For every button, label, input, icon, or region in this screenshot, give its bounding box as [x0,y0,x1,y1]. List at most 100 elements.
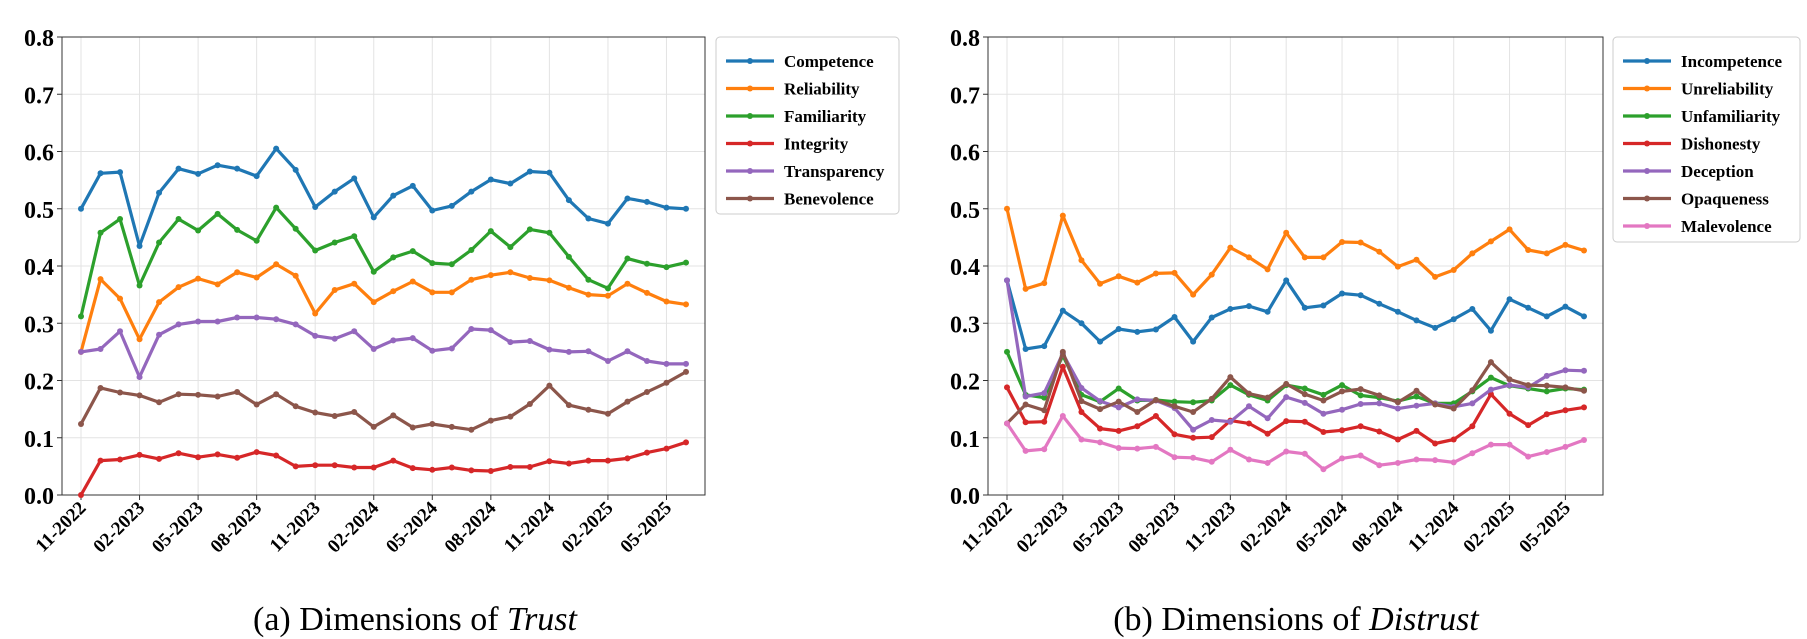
trust-point [117,456,124,463]
distrust-point [1339,388,1346,395]
distrust-point [1283,418,1290,425]
trust-point [546,229,553,236]
distrust-point [1506,382,1513,389]
trust-point [604,292,611,299]
distrust-point [1394,405,1401,412]
distrust-point [1320,397,1327,404]
distrust-point [1004,420,1010,427]
trust-point [312,247,319,254]
distrust-point [1264,394,1271,401]
distrust-xtick-label: 11-2024 [1404,497,1463,556]
distrust-point [1171,431,1178,438]
panel-trust: 0.00.10.20.30.40.50.60.70.811-202202-202… [24,26,900,558]
distrust-point [1208,314,1215,321]
distrust-grid [988,36,1603,496]
trust-series-competence [78,145,689,249]
trust-legend-label: Transparency [784,162,885,181]
distrust-point [1041,446,1048,453]
trust-point [136,242,143,249]
trust-point [468,426,475,433]
trust-point [97,229,104,236]
distrust-legend-marker [1644,168,1650,174]
distrust-point [1487,441,1494,448]
trust-point [409,335,416,342]
distrust-point [1022,285,1029,292]
distrust-point [1059,212,1066,219]
trust-point [97,170,104,177]
trust-point [526,275,533,282]
distrust-point [1059,363,1066,370]
trust-point [390,457,397,464]
trust-point [683,439,689,446]
distrust-ytick-label: 0.5 [950,198,980,224]
distrust-point [1320,302,1327,309]
distrust-point [1339,406,1346,413]
distrust-point [1525,382,1532,389]
trust-point [175,216,182,223]
trust-point [448,289,455,296]
distrust-point [1078,408,1085,415]
trust-point [663,379,670,386]
distrust-point [1171,269,1178,276]
trust-point [370,464,377,471]
distrust-point [1413,256,1420,263]
trust-point [214,451,221,458]
trust-point [292,403,299,410]
distrust-ytick-label: 0.0 [950,484,980,510]
trust-point [487,272,494,279]
trust-point [507,463,514,470]
trust-point [526,463,533,470]
trust-legend-item: Integrity [726,135,849,154]
trust-xtick-label: 08-2023 [207,498,267,558]
distrust-point [1208,395,1215,402]
trust-point [624,398,631,405]
distrust-point [1562,303,1569,310]
distrust-line-opaqueness [1005,350,1585,425]
trust-point [292,166,299,173]
trust-point [468,276,475,283]
trust-point [331,188,338,195]
distrust-xtick-label: 08-2024 [1348,497,1408,557]
trust-point [507,244,514,251]
trust-xtick-label: 11-2024 [500,497,559,556]
caption-distrust-emph: Distrust [1368,601,1480,638]
trust-ytick-label: 0.3 [24,312,54,338]
trust-ytick-label: 0.5 [24,198,54,224]
distrust-point [1134,396,1141,403]
trust-point [487,228,494,235]
trust-xtick-label: 05-2023 [148,498,208,558]
trust-point [175,284,182,291]
distrust-point [1115,404,1122,411]
distrust-point [1041,418,1048,425]
distrust-point [1115,427,1122,434]
distrust-point [1208,458,1215,465]
distrust-point [1245,303,1252,310]
distrust-legend-marker [1644,223,1650,229]
trust-point [507,269,514,276]
trust-point [234,454,241,461]
distrust-xtick-label: 02-2025 [1459,498,1519,558]
distrust-point [1134,328,1141,335]
distrust-point [1115,398,1122,405]
distrust-ytick-label: 0.1 [950,427,980,453]
distrust-point [1022,393,1029,400]
trust-point [234,269,241,276]
distrust-point [1190,454,1197,461]
distrust-point [1227,446,1234,453]
trust-legend-label: Familiarity [784,107,867,126]
trust-legend-marker [747,195,753,202]
trust-point [390,288,397,295]
distrust-point [1283,380,1290,387]
trust-point [487,417,494,424]
trust-point [234,165,241,172]
trust-point [175,321,182,328]
trust-point [312,462,319,469]
trust-point [643,388,650,395]
trust-line-benevolence [79,370,687,432]
distrust-ytick-label: 0.3 [950,312,980,338]
trust-point [234,388,241,395]
distrust-point [1152,443,1159,450]
distrust-point [1283,394,1290,401]
distrust-point [1525,453,1532,460]
distrust-legend: Incompetence Unreliability Unfamiliarity Di… [1612,36,1801,243]
